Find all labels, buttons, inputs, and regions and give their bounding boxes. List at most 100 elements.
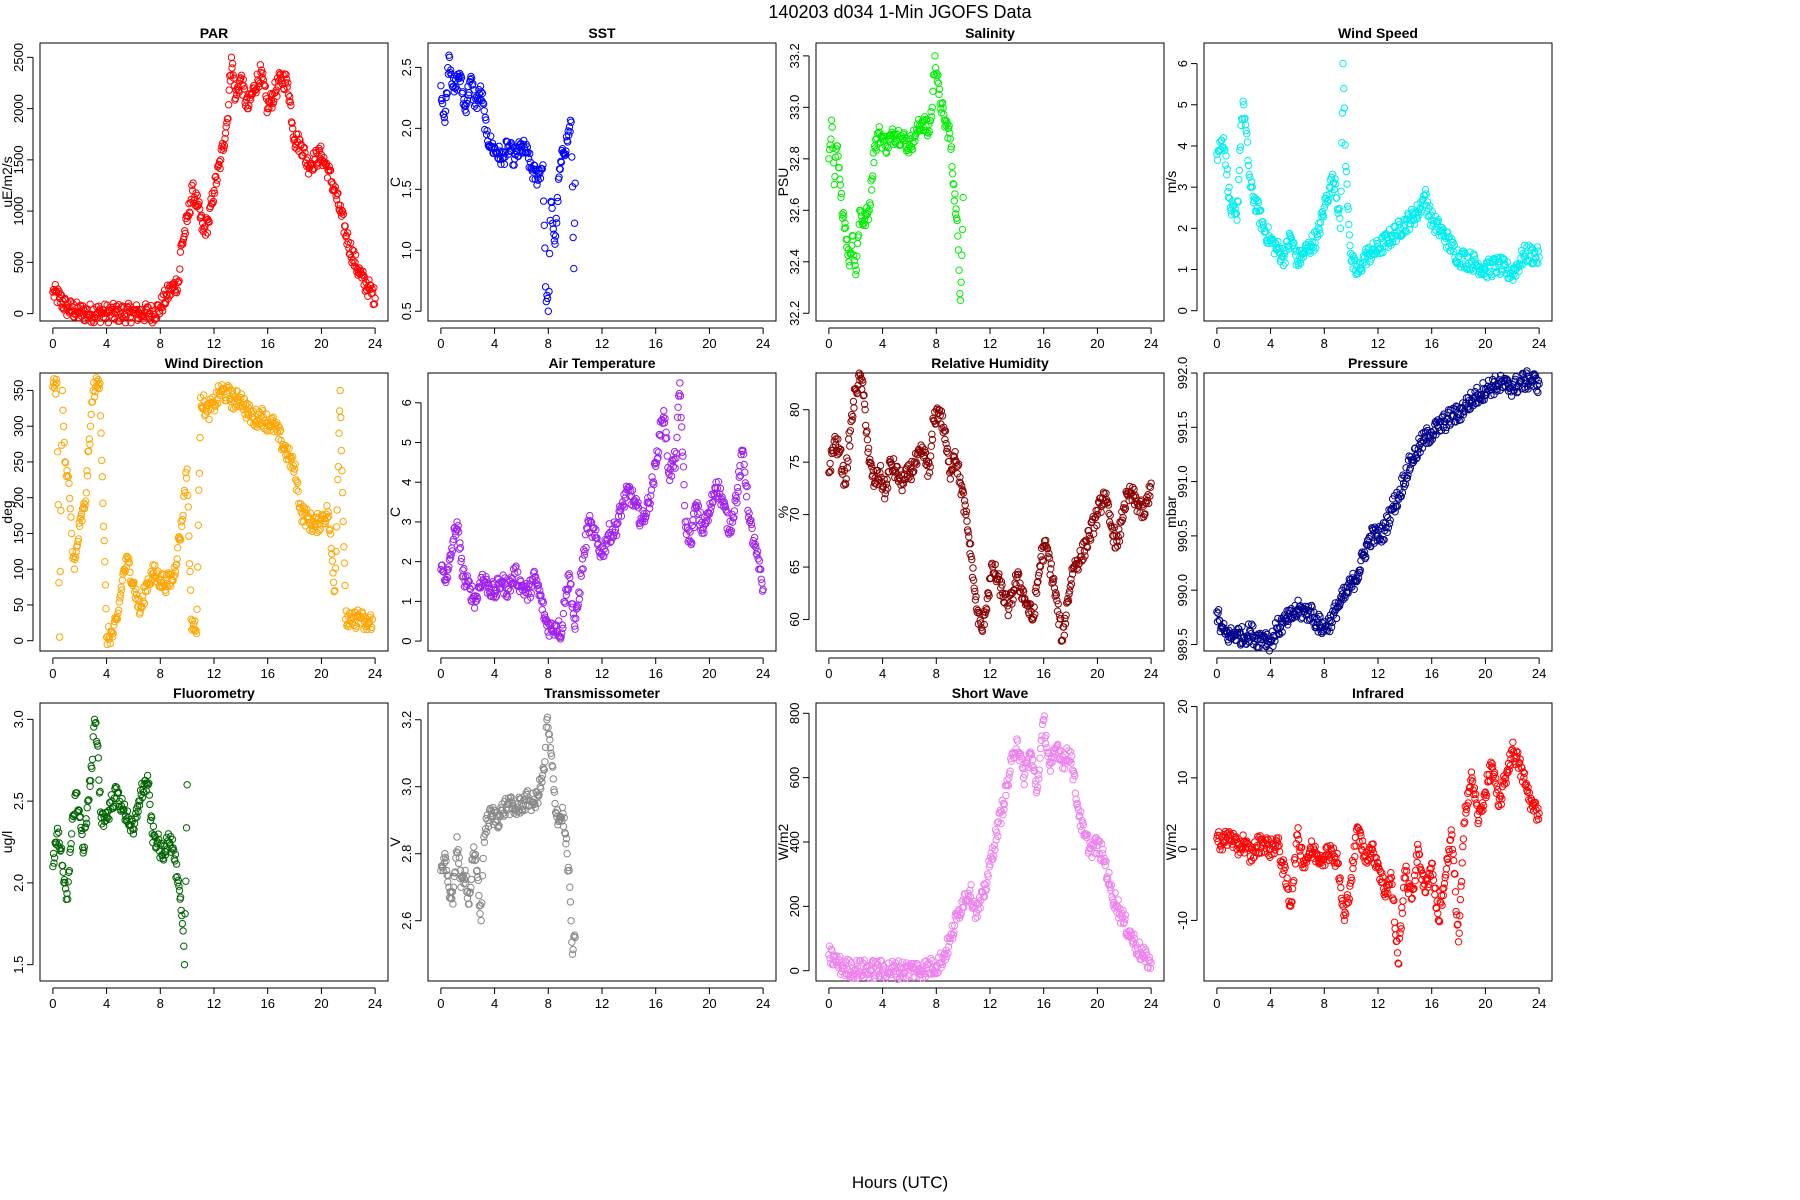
data-point [1029,756,1037,764]
x-tick-label: 16 [648,336,662,351]
data-point [1410,220,1419,228]
data-point [1272,631,1280,640]
data-point [883,142,891,151]
data-point [1062,611,1070,619]
data-point [1046,767,1055,775]
data-point [961,501,969,509]
data-points [825,369,1155,645]
data-point [1066,757,1074,765]
data-point [1040,716,1048,724]
data-point [927,108,935,116]
data-point [1058,636,1067,645]
data-point [65,867,74,875]
data-point [645,504,654,513]
x-tick-label: 4 [879,996,886,1011]
data-point [709,498,717,506]
data-point [1104,498,1112,506]
data-point [907,475,915,484]
data-point [351,258,359,267]
data-point [1147,958,1155,967]
data-point [115,606,123,614]
data-point [1442,423,1451,432]
data-point [65,479,73,488]
data-point [67,513,75,521]
data-point [742,482,750,490]
data-point [861,221,870,230]
data-point [857,208,865,216]
x-tick-label: 20 [702,996,716,1011]
data-point [678,448,686,456]
data-point [837,445,845,454]
data-point [143,771,152,780]
data-point [1044,553,1052,561]
x-tick-label: 8 [545,996,552,1011]
data-point [1265,647,1274,655]
data-point [1515,267,1523,275]
data-point [926,117,935,125]
data-point [89,733,97,741]
data-point [368,615,377,623]
data-point [997,578,1006,586]
data-point [323,174,332,182]
data-point [49,849,58,858]
data-point [865,206,873,215]
data-point [1215,616,1223,624]
data-point [130,819,139,828]
data-point [1503,375,1512,384]
data-point [649,478,657,486]
data-point [848,416,856,424]
data-point [1141,946,1150,954]
data-point [330,587,338,596]
data-point [951,210,960,218]
data-point [1308,603,1316,611]
data-point [297,500,305,508]
data-point [688,521,697,530]
data-point [1331,175,1339,183]
data-point [1053,597,1061,605]
data-point [163,582,172,591]
data-point [483,811,491,819]
data-point [205,415,213,424]
data-point [495,822,503,830]
data-point [193,605,201,613]
data-point [580,546,588,554]
x-tick-label: 4 [103,666,110,681]
data-point [1273,245,1282,253]
data-point [183,217,191,226]
data-point [285,97,293,106]
y-axis-label: V [387,837,403,847]
data-point [67,298,75,306]
data-point [281,79,290,87]
data-point [90,715,99,724]
data-point [97,429,105,437]
data-point [79,849,87,857]
data-point [314,162,322,170]
data-point [827,135,835,143]
data-point [565,866,573,875]
data-point [1260,633,1269,641]
panel-title: Fluorometry [173,685,255,701]
data-point [543,294,552,303]
data-point [656,430,664,439]
data-point [860,400,869,408]
data-point [874,967,882,976]
data-point [256,415,264,423]
data-point [124,813,132,822]
figure-suptitle: 140203 d034 1-Min JGOFS Data [768,2,1032,22]
data-point [186,209,194,217]
data-point [1341,141,1349,149]
data-point [721,502,729,511]
data-point [733,499,741,507]
data-point [178,919,187,928]
data-point [962,507,971,516]
data-point [837,193,845,202]
data-point [989,855,997,863]
data-point [1008,600,1016,608]
data-point [1118,516,1127,524]
data-point [50,859,58,867]
data-point [209,393,217,401]
data-point [523,143,532,151]
data-point [536,586,544,595]
data-point [557,813,565,822]
